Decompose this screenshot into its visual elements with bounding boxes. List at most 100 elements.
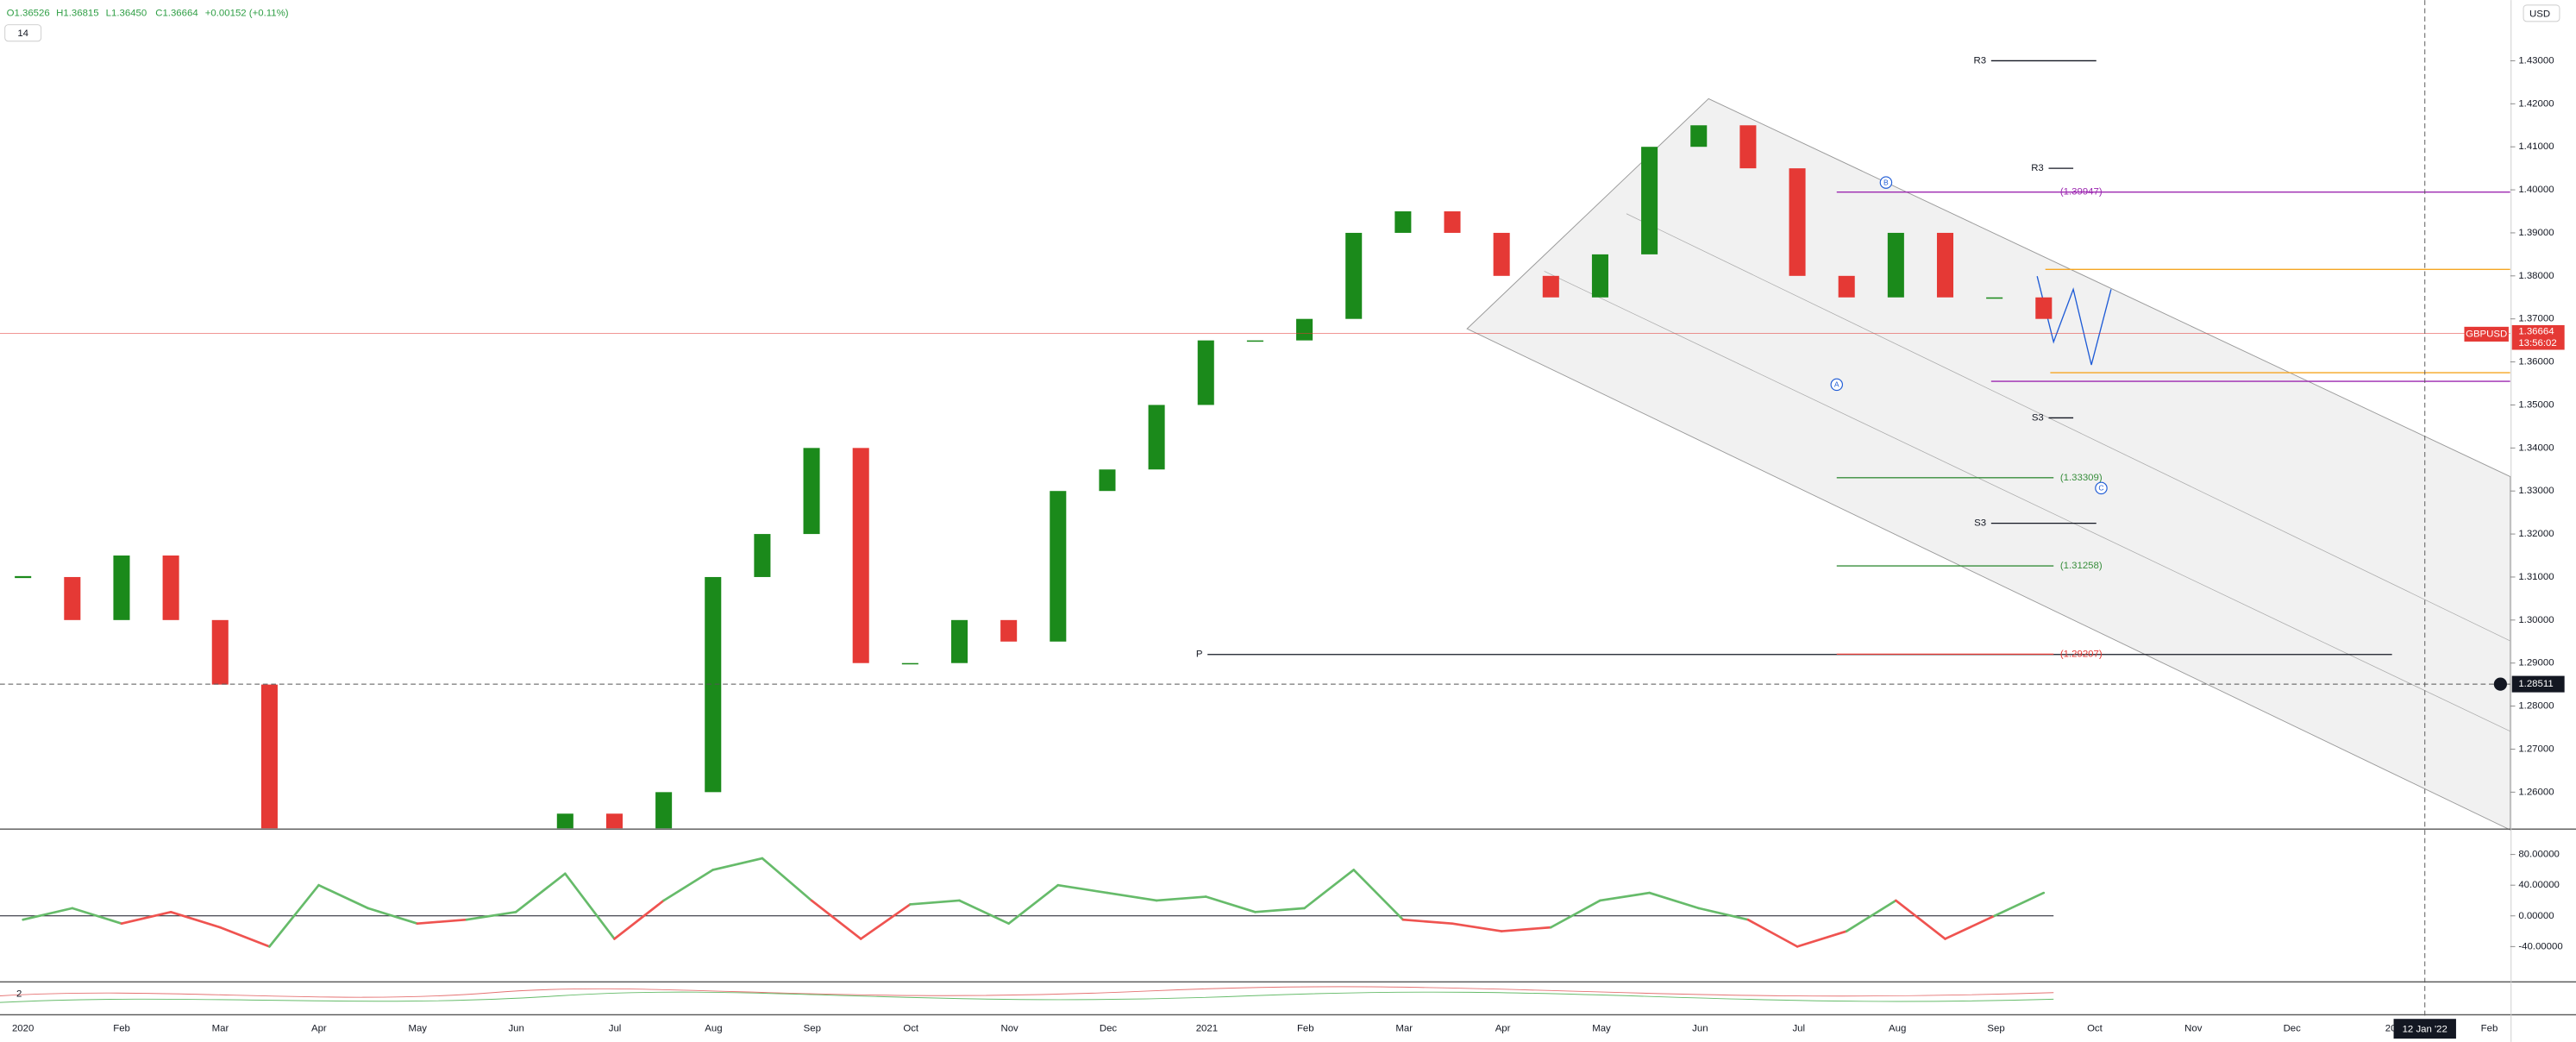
level-label: S3 — [2032, 412, 2044, 423]
candle — [556, 813, 573, 829]
candle — [1542, 275, 1559, 298]
candle — [1395, 211, 1412, 233]
candle — [1148, 405, 1165, 470]
y-tick-label: 1.35000 — [2518, 399, 2554, 410]
candle — [260, 684, 278, 829]
candle — [1739, 125, 1757, 169]
candle — [1986, 297, 2003, 299]
oscillator-panel — [0, 857, 2054, 948]
candle — [1197, 340, 1214, 405]
candle — [754, 534, 771, 577]
osc-segment — [218, 926, 271, 948]
osc-segment — [563, 872, 616, 940]
price-panel — [15, 60, 2510, 964]
osc-segment — [367, 907, 419, 926]
osc-segment — [1451, 922, 1503, 932]
osc-segment — [1303, 869, 1356, 910]
x-tick-label: May — [408, 1024, 427, 1034]
osc-tick-label: 80.00000 — [2518, 850, 2560, 860]
x-tick-label: Mar — [1395, 1024, 1413, 1034]
candle — [458, 857, 474, 964]
osc-segment — [1796, 930, 1848, 948]
currency-button[interactable] — [2523, 4, 2560, 22]
y-tick-label: 1.28000 — [2518, 701, 2554, 712]
osc-segment — [1895, 899, 1946, 940]
crosshair-date-badge — [2393, 1019, 2456, 1039]
candle — [705, 576, 722, 793]
level-label: S3 — [1974, 518, 1986, 529]
y-tick-label: 1.38000 — [2518, 271, 2554, 281]
candle — [1444, 211, 1461, 233]
osc-segment — [120, 910, 172, 926]
osc-segment — [958, 899, 1010, 926]
osc-tick-label: -40.00000 — [2518, 941, 2562, 951]
y-tick-label: 1.27000 — [2518, 744, 2554, 754]
y-tick-label: 1.26000 — [2518, 787, 2554, 797]
candle — [64, 576, 81, 620]
candle — [901, 662, 918, 665]
osc-tick-label: 40.00000 — [2518, 880, 2560, 890]
candle — [1099, 469, 1116, 492]
x-tick-label: 2021 — [1196, 1024, 1218, 1034]
candle — [655, 792, 673, 829]
x-tick-label: Sep — [1987, 1024, 2004, 1034]
x-tick-label: Apr — [311, 1024, 327, 1034]
wave-marker — [1879, 176, 1893, 189]
level-label: (1.31258) — [2060, 561, 2103, 571]
osc-segment — [514, 872, 567, 913]
y-tick-label: 1.37000 — [2518, 314, 2554, 324]
interval-button[interactable] — [4, 24, 42, 42]
candle — [950, 619, 968, 663]
y-tick-label: 1.39000 — [2518, 228, 2554, 238]
interval[interactable]: 14 — [17, 28, 28, 39]
candle — [1887, 232, 1904, 298]
x-tick-label: Oct — [2087, 1024, 2103, 1034]
osc-segment — [1993, 891, 2046, 918]
osc-segment — [1944, 914, 1996, 940]
currency[interactable]: USD — [2529, 9, 2550, 19]
candle — [211, 619, 229, 685]
osc-segment — [810, 899, 862, 940]
osc-segment — [761, 857, 813, 902]
osc-segment — [662, 869, 715, 902]
x-tick-label: Jul — [1792, 1024, 1805, 1034]
candle — [1000, 619, 1018, 642]
x-tick-label: Jun — [508, 1024, 523, 1034]
x-tick-label: Nov — [1000, 1024, 1018, 1034]
level-label: (1.33309) — [2060, 473, 2103, 483]
y-tick-label: 1.42000 — [2518, 98, 2554, 109]
y-tick-label: 1.32000 — [2518, 529, 2554, 539]
legend: O1.36526 H1.36815 L1.36450 C1.36664 +0.00152… — [7, 8, 289, 18]
wave-label: A — [1834, 380, 1840, 389]
candle — [605, 813, 623, 829]
wave-projection — [2036, 275, 2112, 366]
x-tick-label: 20 — [2385, 1024, 2397, 1034]
candle — [1838, 275, 1855, 298]
last-price: 1.36664 — [2518, 327, 2554, 337]
candle — [1296, 318, 1313, 341]
level-label: (1.39947) — [2060, 187, 2103, 198]
y-tick-label: 1.41000 — [2518, 141, 2554, 152]
legend-item: L1.36450 — [106, 8, 147, 18]
crosshair-price: 1.28511 — [2518, 679, 2553, 689]
osc-segment — [909, 899, 961, 906]
mini-indicator — [0, 986, 2054, 998]
candle — [2035, 297, 2053, 319]
wave-label: B — [1883, 178, 1889, 186]
osc-segment — [1746, 918, 1799, 948]
osc-segment — [1697, 907, 1750, 921]
x-tick-label: Mar — [212, 1024, 229, 1034]
candle — [1591, 254, 1608, 298]
osc-segment — [1352, 869, 1405, 921]
candle — [360, 835, 376, 878]
x-tick-label: Aug — [1889, 1024, 1906, 1034]
level-label: R3 — [2031, 163, 2044, 173]
x-tick-label: Oct — [903, 1024, 919, 1034]
candle — [1050, 491, 1067, 642]
osc-segment — [1155, 895, 1207, 902]
x-tick-label: Sep — [804, 1024, 821, 1034]
crosshair-plus — [2493, 677, 2507, 691]
candle — [1789, 168, 1806, 276]
osc-segment — [317, 883, 370, 910]
